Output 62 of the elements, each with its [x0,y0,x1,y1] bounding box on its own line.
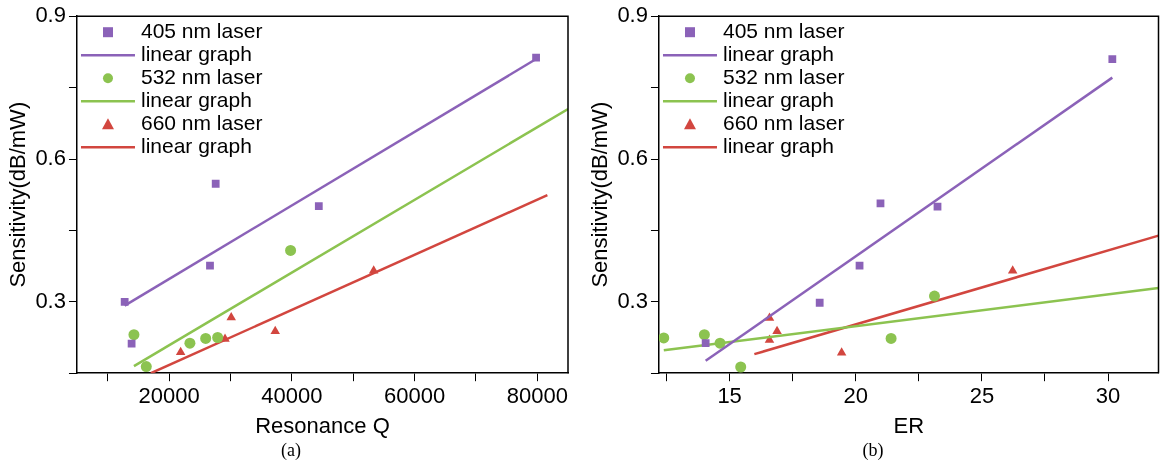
y-tick-label: 0.6 [617,145,648,171]
x-axis-title: ER [893,412,925,438]
point [658,332,670,344]
point [314,202,323,211]
legend-label: linear graph [722,134,834,157]
legend-label: 532 nm laser [722,65,845,88]
legend-label: linear graph [722,88,834,111]
x-axis-title: Resonance Q [255,412,390,438]
x-tick-label: 15 [717,383,742,409]
legend-label: linear graph [140,134,252,157]
point [206,261,214,270]
point [140,361,152,373]
point [270,325,280,335]
point [1108,55,1117,63]
y-tick-label: 0.9 [617,2,648,28]
y-tick-label: 0.3 [35,287,66,313]
point [285,244,297,256]
point [885,332,897,344]
point [127,339,136,348]
point [175,346,186,356]
x-tick-label: 40000 [261,383,323,409]
point [128,329,140,341]
y-tick-label: 0.9 [35,2,66,28]
text: (a) [280,440,302,461]
legend-label: 405 nm laser [722,19,845,42]
point [212,332,224,343]
legend-label: linear graph [140,88,252,111]
legend-label: 532 nm laser [140,65,263,88]
x-tick-label: 25 [969,383,995,409]
text: (b) [861,440,885,461]
point [120,297,129,306]
x-tick-label: 30 [1095,383,1121,409]
point [815,298,824,307]
legend-label: 660 nm laser [140,111,263,134]
point [876,199,885,208]
point [184,337,196,349]
y-tick-label: 0.3 [617,287,648,313]
x-tick-label: 20000 [138,383,200,409]
point [836,347,847,356]
point [855,261,864,270]
legend-label: 660 nm laser [722,111,845,134]
x-tick-label: 20 [843,383,868,409]
point [928,290,940,302]
legend-label: 405 nm laser [140,19,263,42]
point [368,265,379,274]
point [1007,265,1018,274]
point [701,339,710,348]
x-tick-label: 80000 [506,383,568,409]
y-axis-title: Sensitivity(dB/mW) [587,101,613,288]
legend-label: linear graph [140,42,252,65]
point [735,361,747,373]
point [714,337,726,349]
legend-label: linear graph [722,42,834,65]
y-axis-title: Sensitivity(dB/mW) [5,101,31,288]
point [211,179,220,188]
point [772,325,782,335]
point [698,329,710,341]
point [200,332,212,344]
x-tick-label: 60000 [383,383,446,409]
point [226,312,236,321]
y-tick-label: 0.6 [35,145,66,171]
point [532,53,540,62]
